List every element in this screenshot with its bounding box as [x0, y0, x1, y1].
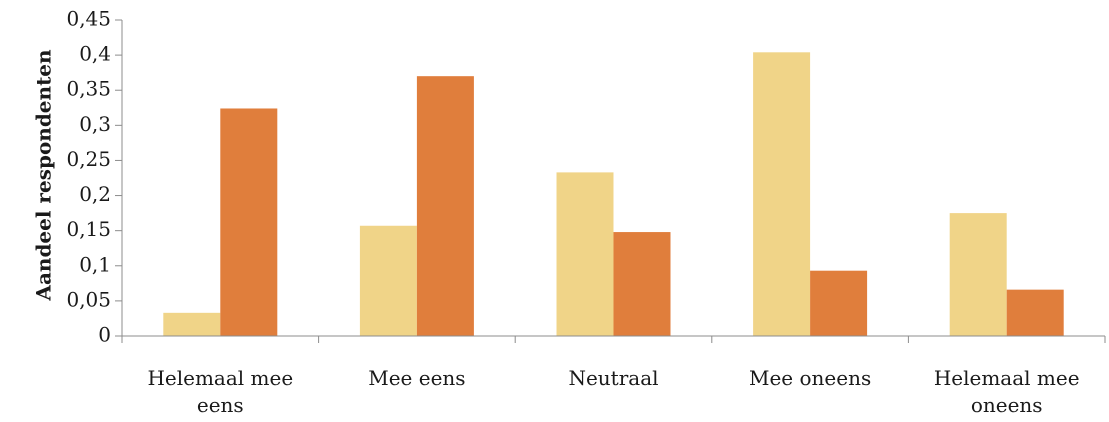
x-category-label: Neutraal [568, 366, 658, 390]
bar-series-2 [810, 270, 868, 336]
y-axis-ticks: 0 0,05 0,1 0,15 0,2 0,25 0,3 0,35 0,4 0,45 [66, 7, 123, 347]
bar-series-1 [359, 225, 417, 336]
y-axis-label: Aandeel respondenten [32, 49, 56, 302]
x-category-label: Helemaal mee oneens [934, 366, 1080, 417]
bar-series-1 [949, 213, 1007, 336]
bar-series-1 [753, 52, 811, 337]
x-category-label: Mee oneens [749, 366, 871, 390]
y-tick-label: 0,4 [79, 42, 111, 66]
bar-series-2 [220, 108, 278, 336]
x-axis-labels: Helemaal mee eens Mee eens Neutraal Mee onee… [147, 366, 1079, 417]
bar-series-2 [613, 232, 671, 336]
y-tick-label: 0,05 [66, 287, 111, 311]
y-axis-title: Aandeel respondenten [32, 49, 56, 302]
y-tick-label: 0 [98, 323, 111, 347]
bar-series-1 [163, 312, 221, 336]
y-tick-label: 0,45 [66, 7, 111, 31]
y-tick-label: 0,1 [79, 252, 111, 276]
x-category-label: Helemaal mee eens [147, 366, 293, 417]
y-tick-label: 0,2 [79, 182, 111, 206]
y-tick-label: 0,3 [79, 112, 111, 136]
x-axis [121, 335, 1106, 343]
x-category-label: Mee eens [368, 366, 465, 390]
y-tick-label: 0,15 [66, 217, 111, 241]
y-tick-label: 0,25 [66, 147, 111, 171]
bar-series-2 [416, 76, 474, 336]
y-tick-label: 0,35 [66, 77, 111, 101]
bar-series-1 [556, 172, 614, 336]
bars [163, 52, 1064, 337]
bar-series-2 [1006, 289, 1064, 336]
